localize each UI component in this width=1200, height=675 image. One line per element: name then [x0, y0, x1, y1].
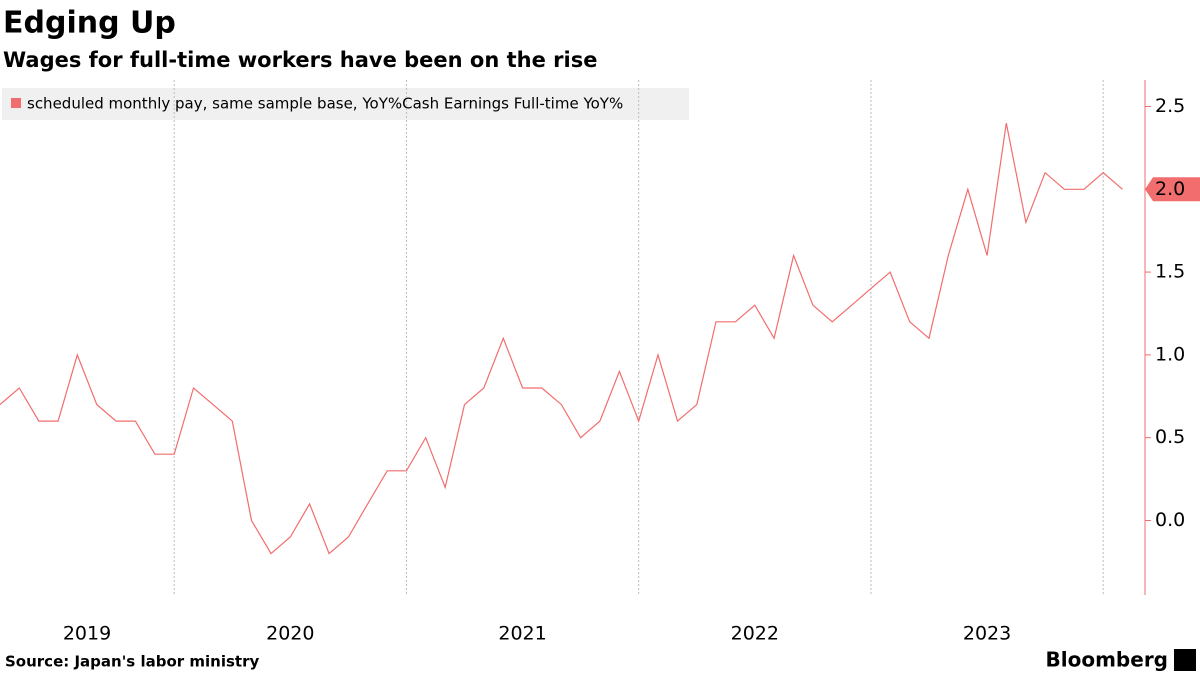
y-tick-label: 1.0 [1155, 343, 1185, 365]
x-tick-label: 2020 [266, 623, 314, 645]
x-tick-label: 2019 [63, 623, 111, 645]
chart-subtitle: Wages for full-time workers have been on… [3, 48, 597, 72]
legend-swatch [11, 98, 21, 108]
y-tick-label: 2.5 [1155, 95, 1185, 117]
brand-icon [1174, 649, 1196, 671]
source: Source: Japan's labor ministry [5, 653, 259, 671]
y-tick-label: 1.5 [1155, 261, 1185, 283]
x-tick-label: 2023 [963, 623, 1011, 645]
brand: Bloomberg [1046, 648, 1168, 672]
y-tick-label: 0.0 [1155, 509, 1185, 531]
legend-box [2, 88, 689, 120]
series-line [0, 122, 1123, 555]
last-value-label: 2.0 [1155, 178, 1185, 200]
legend-label: scheduled monthly pay, same sample base,… [27, 95, 623, 113]
y-tick-label: 0.5 [1155, 426, 1185, 448]
x-tick-label: 2021 [498, 623, 546, 645]
chart-title: Edging Up [3, 6, 176, 41]
x-tick-label: 2022 [731, 623, 779, 645]
last-value-tag [1145, 177, 1200, 202]
